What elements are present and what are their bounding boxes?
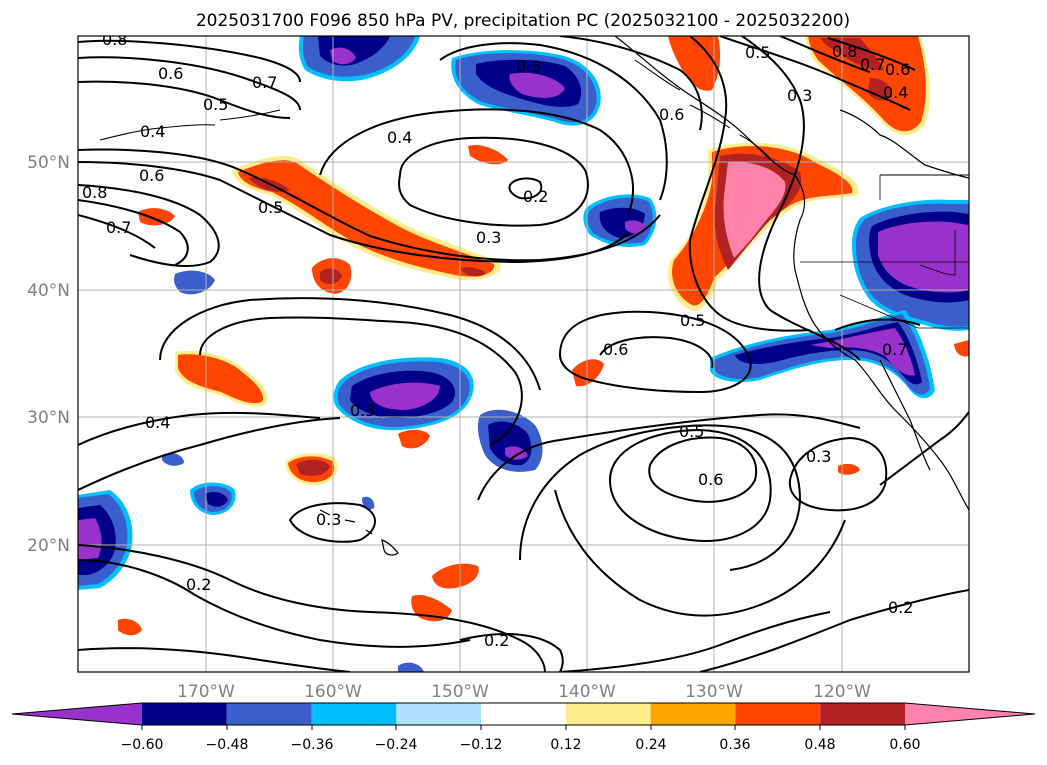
contour-label: 0.7 — [252, 73, 277, 92]
colorbar-segment — [481, 703, 566, 725]
colorbar-tick-label: −0.12 — [460, 737, 503, 753]
latitude-labels: 50°N 40°N 30°N 20°N — [27, 153, 70, 556]
lon-label: 160°W — [304, 682, 362, 702]
colorbar-segment — [226, 703, 312, 725]
contour-label: 0.3 — [350, 401, 375, 420]
colorbar-tick-label: 0.48 — [804, 737, 835, 753]
map-panel: 0.8 0.6 0.7 0.5 0.4 0.5 0.3 0.6 0.8 0.7 … — [78, 30, 969, 672]
lat-label: 30°N — [27, 408, 70, 428]
colorbar-segment — [142, 703, 227, 725]
colorbar-segment — [735, 703, 821, 725]
colorbar-tick-label: −0.24 — [375, 737, 418, 753]
colorbar-segment — [820, 703, 905, 725]
colorbar-tick-label: −0.36 — [291, 737, 334, 753]
contour-label: 0.6 — [139, 166, 164, 185]
colorbar-segment — [905, 703, 1035, 725]
colorbar-tick-label: −0.48 — [206, 737, 249, 753]
colorbar-tick-label: 0.12 — [550, 737, 581, 753]
contour-label: 0.5 — [679, 422, 704, 441]
colorbar: −0.60 −0.48 −0.36 −0.24 −0.12 0.12 0.24 … — [11, 702, 1036, 753]
colorbar-segment — [12, 703, 142, 725]
contour-label: 0.3 — [516, 57, 541, 76]
contour-label: 0.5 — [745, 43, 770, 62]
lat-label: 40°N — [27, 281, 70, 301]
coastlines — [99, 36, 969, 556]
lon-label: 150°W — [431, 682, 489, 702]
lon-label: 170°W — [177, 682, 235, 702]
map-frame — [77, 35, 970, 673]
figure-title: 2025031700 F096 850 hPa PV, precipitatio… — [196, 11, 850, 31]
contour-labels: 0.8 0.6 0.7 0.5 0.4 0.5 0.3 0.6 0.8 0.7 … — [82, 30, 913, 650]
contour-label: 0.7 — [106, 218, 131, 237]
colorbar-tick-label: 0.24 — [635, 737, 666, 753]
contour-label: 0.4 — [140, 122, 165, 141]
precip-negative-areas — [78, 36, 969, 672]
contour-label: 0.3 — [316, 510, 341, 529]
contour-label: 0.2 — [484, 631, 509, 650]
contour-label: 0.7 — [882, 340, 907, 359]
colorbar-tick-labels: −0.60 −0.48 −0.36 −0.24 −0.12 0.12 0.24 … — [121, 737, 921, 753]
contour-label: 0.2 — [888, 598, 913, 617]
contour-label: 0.4 — [145, 413, 170, 432]
colorbar-ticks — [141, 725, 906, 730]
contour-label: 0.3 — [787, 86, 812, 105]
lon-label: 130°W — [685, 682, 743, 702]
map-gridlines — [78, 36, 969, 672]
contour-label: 0.6 — [603, 340, 628, 359]
contour-label: 0.2 — [186, 575, 211, 594]
lon-label: 120°W — [813, 682, 871, 702]
contour-label: 0.4 — [883, 83, 908, 102]
colorbar-segment — [565, 703, 651, 725]
lat-label: 20°N — [27, 536, 70, 556]
contour-label: 0.6 — [885, 60, 910, 79]
colorbar-segment — [650, 703, 736, 725]
contour-label: 0.3 — [476, 228, 501, 247]
colorbar-tick-label: −0.60 — [121, 737, 164, 753]
contour-label: 0.5 — [258, 198, 283, 217]
contour-label: 0.8 — [82, 183, 107, 202]
contour-label: 0.4 — [387, 128, 412, 147]
contour-label: 0.8 — [832, 42, 857, 61]
contour-label: 0.5 — [203, 95, 228, 114]
longitude-labels: 170°W 160°W 150°W 140°W 130°W 120°W — [177, 682, 871, 702]
pv-contours — [78, 36, 969, 672]
contour-label: 0.6 — [659, 105, 684, 124]
colorbar-tick-label: 0.36 — [719, 737, 750, 753]
contour-label: 0.6 — [698, 470, 723, 489]
colorbar-segments — [12, 703, 1035, 725]
colorbar-segment — [311, 703, 397, 725]
contour-label: 0.5 — [680, 311, 705, 330]
lon-label: 140°W — [558, 682, 616, 702]
contour-label: 0.3 — [806, 447, 831, 466]
contour-label: 0.2 — [523, 187, 548, 206]
lat-label: 50°N — [27, 153, 70, 173]
contour-label: 0.8 — [102, 30, 127, 49]
colorbar-tick-label: 0.60 — [889, 737, 920, 753]
contour-label: 0.7 — [860, 55, 885, 74]
precip-positive-areas — [118, 36, 969, 636]
colorbar-segment — [396, 703, 482, 725]
contour-label: 0.6 — [158, 64, 183, 83]
